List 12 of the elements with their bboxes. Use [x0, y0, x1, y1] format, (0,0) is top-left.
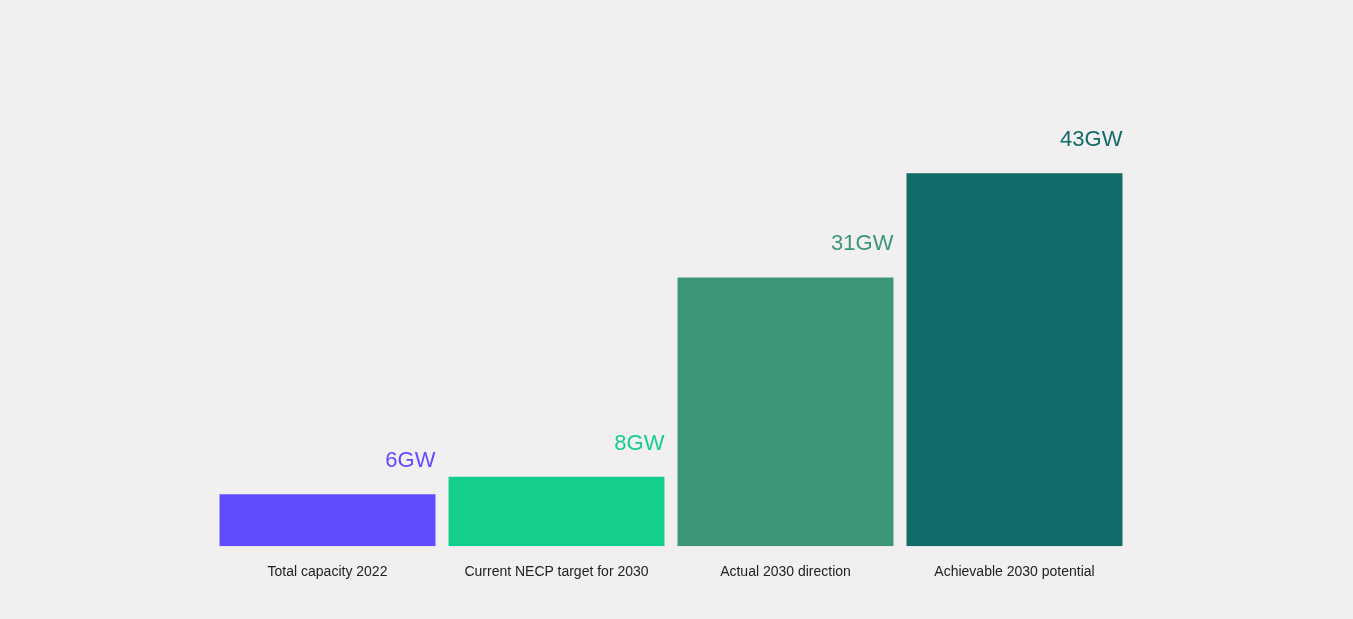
x-tick-label: Achievable 2030 potential	[934, 563, 1095, 580]
x-tick-label: Actual 2030 direction	[720, 563, 851, 580]
data-label: 31GW	[831, 230, 894, 256]
bar	[906, 173, 1123, 547]
data-label: 43GW	[1060, 126, 1123, 152]
x-tick-label: Current NECP target for 2030	[464, 563, 649, 580]
data-label: 8GW	[614, 429, 665, 455]
bar	[677, 277, 894, 547]
bar	[219, 494, 436, 547]
bar	[448, 476, 665, 547]
data-label: 6GW	[385, 447, 436, 473]
x-tick-label: Total capacity 2022	[267, 563, 388, 580]
